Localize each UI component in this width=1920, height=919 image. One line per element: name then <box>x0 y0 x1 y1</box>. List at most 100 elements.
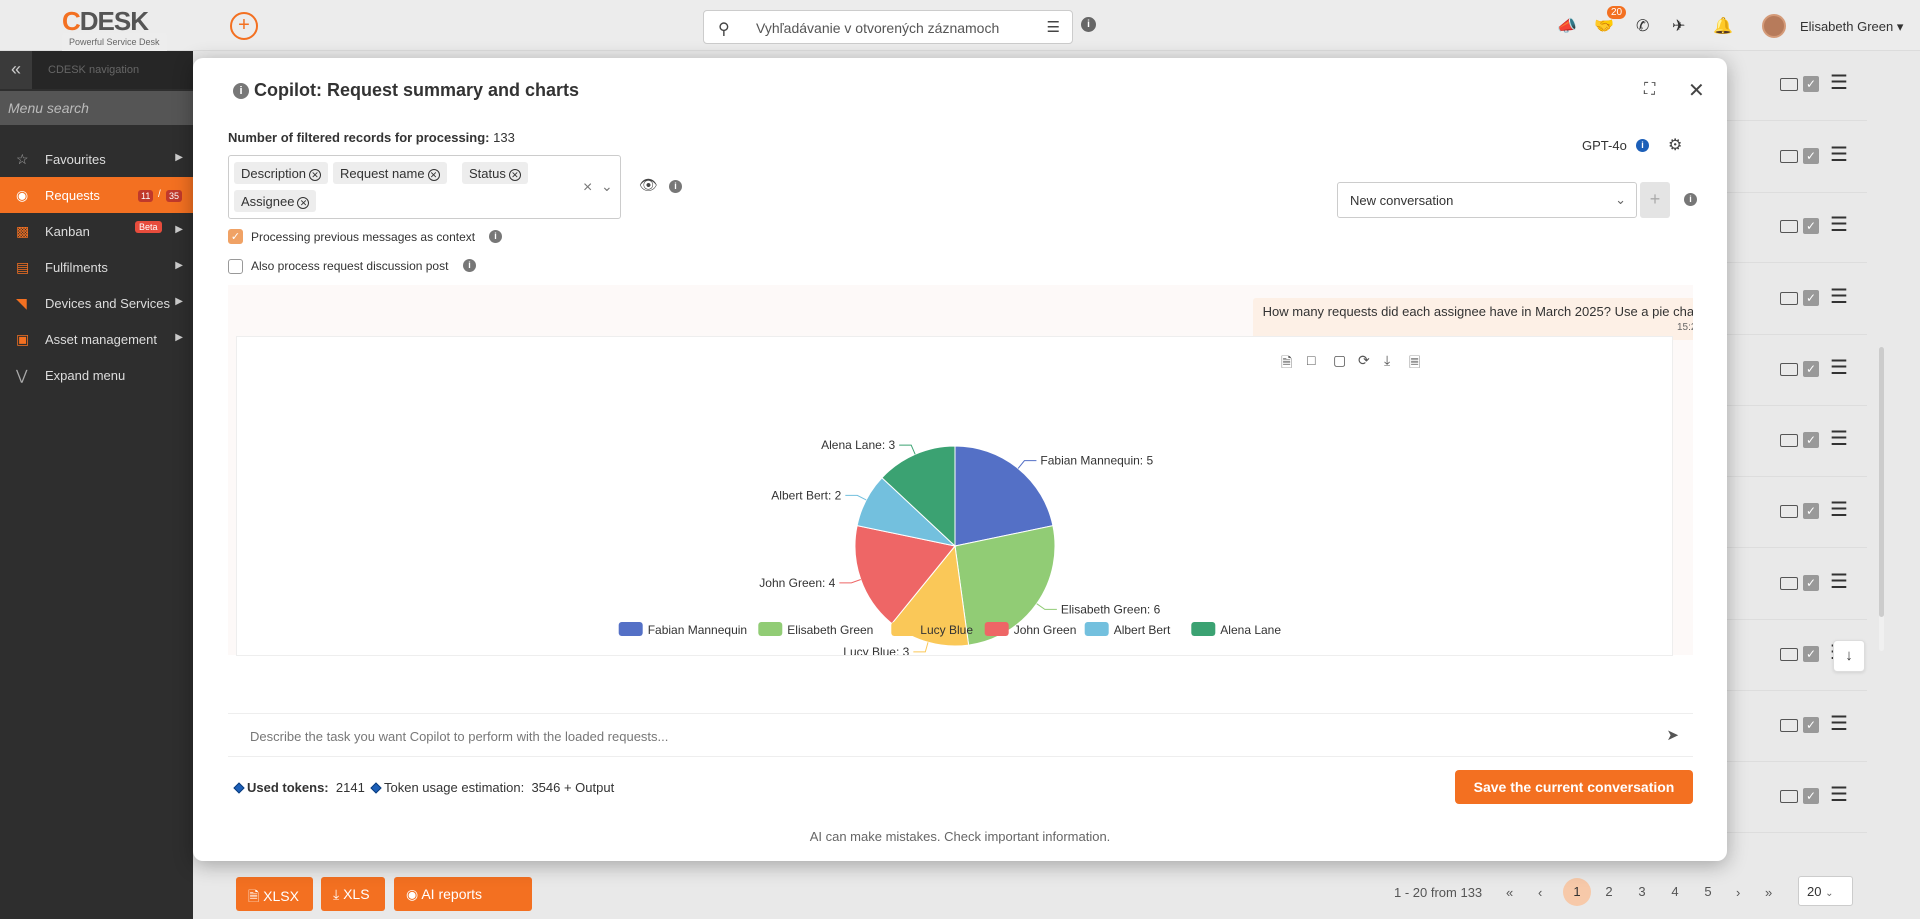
legend-swatch[interactable] <box>758 622 783 636</box>
menu-icon[interactable]: ☰ <box>1830 571 1848 593</box>
envelope-icon[interactable] <box>1780 719 1798 732</box>
user-name[interactable]: Elisabeth Green ▾ <box>1800 19 1904 34</box>
gear-icon[interactable]: ⚙ <box>1668 137 1683 154</box>
bell-icon[interactable]: 🔔 <box>1713 18 1733 35</box>
page-number[interactable]: 2 <box>1605 884 1613 899</box>
check-icon[interactable]: ✓ <box>1803 76 1819 92</box>
legend-label[interactable]: Alena Lane <box>1220 623 1281 637</box>
chat-scrollbar[interactable] <box>1879 347 1884 651</box>
search-info-icon[interactable]: i <box>1081 17 1096 32</box>
menu-icon[interactable]: ☰ <box>1830 784 1848 806</box>
legend-swatch[interactable] <box>618 622 643 636</box>
download-icon[interactable]: ⤓ <box>1384 352 1391 368</box>
page-number[interactable]: 5 <box>1704 884 1712 899</box>
check-icon[interactable]: ✓ <box>1803 575 1819 591</box>
pie-slice[interactable] <box>954 445 1054 547</box>
chevron-down-icon[interactable]: ⌄ <box>601 178 613 194</box>
envelope-icon[interactable] <box>1780 363 1798 376</box>
envelope-icon[interactable] <box>1780 790 1798 803</box>
sidebar-item-requests[interactable]: ◉ Requests 11 / 35 <box>0 177 193 213</box>
page-number[interactable]: 4 <box>1671 884 1679 899</box>
conversation-select[interactable]: New conversation ⌄ <box>1337 182 1637 218</box>
per-page-select[interactable]: 20 ⌄ <box>1798 876 1853 906</box>
sidebar-item-assets[interactable]: ▣ Asset management ▶ <box>0 321 193 357</box>
scrollbar-thumb[interactable] <box>1879 347 1884 617</box>
collapse-sidebar-icon[interactable]: « <box>0 51 32 89</box>
fields-multiselect[interactable]: Description ✕ Request name ✕ Status ✕ Assig… <box>228 155 621 219</box>
envelope-icon[interactable] <box>1780 220 1798 233</box>
sidebar-item-devices[interactable]: ◥ Devices and Services ▶ <box>0 285 193 321</box>
search-input[interactable]: Vyhľadávanie v otvorených záznamoch <box>756 20 1000 36</box>
sidebar-item-fulfilments[interactable]: ▤ Fulfilments ▶ <box>0 249 193 285</box>
filter-sliders-icon[interactable]: ☰ <box>1046 19 1060 36</box>
data-view-icon[interactable]: 🗎 <box>1281 354 1293 370</box>
menu-icon[interactable]: ☰ <box>1830 214 1848 236</box>
sidebar-item-kanban[interactable]: ▩ Kanban Beta ▶ <box>0 213 193 249</box>
megaphone-icon[interactable]: 📣 <box>1557 18 1577 35</box>
envelope-icon[interactable] <box>1780 577 1798 590</box>
check-icon[interactable]: ✓ <box>1803 646 1819 662</box>
export-icon[interactable]: 🗏 <box>1409 354 1421 370</box>
envelope-icon[interactable] <box>1780 292 1798 305</box>
legend-label[interactable]: Elisabeth Green <box>787 623 873 637</box>
global-search[interactable]: ⚲ Vyhľadávanie v otvorených záznamoch ☰ <box>703 10 1073 44</box>
menu-icon[interactable]: ☰ <box>1830 499 1848 521</box>
handshake-icon[interactable]: 🤝 <box>1594 18 1614 35</box>
legend-swatch[interactable] <box>891 622 916 636</box>
check-icon[interactable]: ✓ <box>1803 361 1819 377</box>
fullscreen-icon[interactable]: ⛶ <box>1644 81 1656 98</box>
first-page-icon[interactable]: « <box>1506 885 1514 900</box>
check-icon[interactable]: ✓ <box>1803 432 1819 448</box>
info-icon[interactable]: i <box>233 83 249 99</box>
remove-tag-icon[interactable]: ✕ <box>427 169 440 181</box>
menu-icon[interactable]: ☰ <box>1830 713 1848 735</box>
add-record-button[interactable]: + <box>230 12 258 40</box>
close-icon[interactable]: ✕ <box>1688 80 1705 102</box>
restore-icon[interactable]: ⟳ <box>1358 352 1370 368</box>
check-icon[interactable]: ✓ <box>1803 148 1819 164</box>
export-xlsx-button[interactable]: 🗎 XLSX <box>236 877 313 911</box>
info-icon[interactable]: i <box>669 180 682 193</box>
next-page-icon[interactable]: › <box>1736 885 1741 900</box>
legend-label[interactable]: Fabian Mannequin <box>648 623 747 637</box>
menu-icon[interactable]: ☰ <box>1830 286 1848 308</box>
avatar[interactable] <box>1762 14 1786 38</box>
legend-label[interactable]: Lucy Blue <box>920 623 973 637</box>
prompt-input[interactable]: Describe the task you want Copilot to pe… <box>228 713 1693 757</box>
legend-label[interactable]: John Green <box>1014 623 1077 637</box>
model-info-icon[interactable]: i <box>1636 139 1649 152</box>
legend-swatch[interactable] <box>1191 622 1216 636</box>
scroll-down-button[interactable]: ↓ <box>1833 640 1865 672</box>
menu-icon[interactable]: ☰ <box>1830 428 1848 450</box>
page-number[interactable]: 1 <box>1563 878 1591 906</box>
envelope-icon[interactable] <box>1780 505 1798 518</box>
zoom-icon[interactable]: □ <box>1307 352 1316 368</box>
info-icon[interactable]: i <box>1684 193 1697 206</box>
legend-swatch[interactable] <box>984 622 1009 636</box>
zoom-reset-icon[interactable]: ▢ <box>1333 352 1347 368</box>
legend-label[interactable]: Albert Bert <box>1114 623 1171 637</box>
discussion-checkbox[interactable] <box>228 259 243 274</box>
export-xls-button[interactable]: ⤓ XLS <box>321 877 385 911</box>
sidebar-item-expand-menu[interactable]: ⋁ Expand menu <box>0 357 193 393</box>
legend-swatch[interactable] <box>1084 622 1109 636</box>
info-icon[interactable]: i <box>489 230 502 243</box>
check-icon[interactable]: ✓ <box>1803 218 1819 234</box>
phone-icon[interactable]: ✆ <box>1636 18 1650 35</box>
clear-icon[interactable]: × <box>583 179 593 196</box>
eye-icon[interactable]: 👁 <box>639 177 659 194</box>
save-conversation-button[interactable]: Save the current conversation <box>1455 770 1693 804</box>
cdesk-logo[interactable]: CDESK Powerful Service Desk <box>62 8 172 55</box>
envelope-icon[interactable] <box>1780 150 1798 163</box>
sidebar-item-favourites[interactable]: ☆ Favourites ▶ <box>0 141 193 177</box>
airplane-icon[interactable]: ✈ <box>1672 18 1686 35</box>
check-icon[interactable]: ✓ <box>1803 290 1819 306</box>
remove-tag-icon[interactable]: ✕ <box>508 169 521 181</box>
ai-reports-button[interactable]: ◉ AI reports <box>394 877 532 911</box>
check-icon[interactable]: ✓ <box>1803 717 1819 733</box>
add-conversation-button[interactable]: + <box>1640 182 1670 218</box>
envelope-icon[interactable] <box>1780 648 1798 661</box>
envelope-icon[interactable] <box>1780 78 1798 91</box>
last-page-icon[interactable]: » <box>1765 885 1773 900</box>
check-icon[interactable]: ✓ <box>1803 503 1819 519</box>
